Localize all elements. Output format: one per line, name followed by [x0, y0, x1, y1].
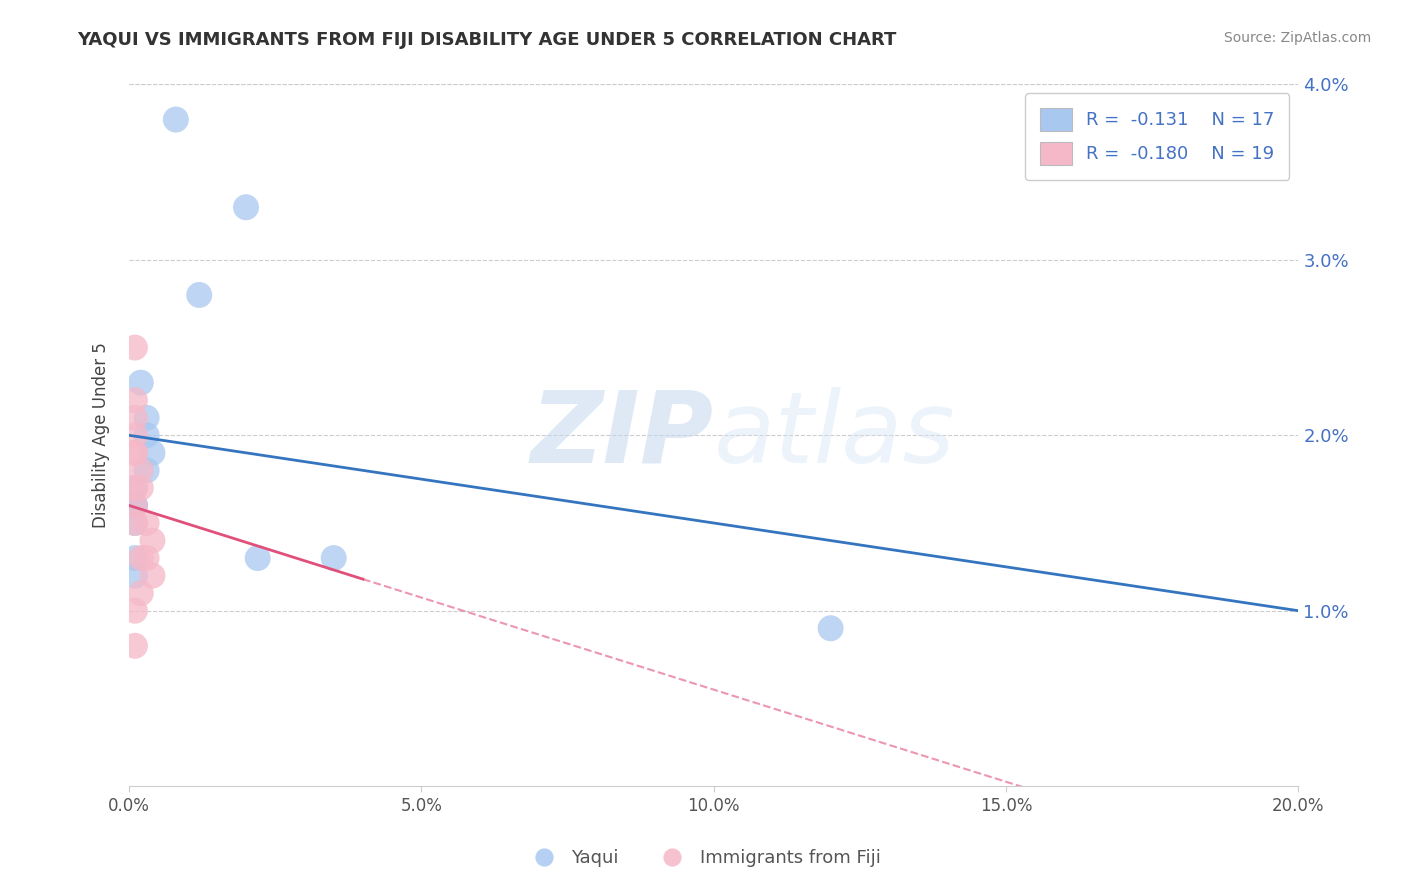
Point	[322, 551, 344, 566]
Point	[141, 568, 163, 582]
Point	[235, 200, 257, 214]
Point	[124, 604, 146, 618]
Point	[129, 586, 152, 600]
Text: YAQUI VS IMMIGRANTS FROM FIJI DISABILITY AGE UNDER 5 CORRELATION CHART: YAQUI VS IMMIGRANTS FROM FIJI DISABILITY…	[77, 31, 897, 49]
Point	[129, 481, 152, 495]
Legend: R =  -0.131    N = 17, R =  -0.180    N = 19: R = -0.131 N = 17, R = -0.180 N = 19	[1025, 94, 1289, 179]
Point	[124, 499, 146, 513]
Point	[135, 410, 157, 425]
Text: ZIP: ZIP	[530, 387, 714, 483]
Point	[124, 639, 146, 653]
Point	[124, 446, 146, 460]
Point	[124, 551, 146, 566]
Point	[129, 376, 152, 390]
Point	[124, 516, 146, 530]
Point	[124, 568, 146, 582]
Point	[124, 410, 146, 425]
Point	[124, 499, 146, 513]
Point	[129, 551, 152, 566]
Point	[124, 481, 146, 495]
Point	[124, 393, 146, 408]
Point	[129, 463, 152, 477]
Point	[246, 551, 269, 566]
Text: Source: ZipAtlas.com: Source: ZipAtlas.com	[1223, 31, 1371, 45]
Y-axis label: Disability Age Under 5: Disability Age Under 5	[93, 343, 110, 528]
Point	[135, 428, 157, 442]
Text: atlas: atlas	[714, 387, 955, 483]
Point	[124, 481, 146, 495]
Point	[820, 621, 842, 635]
Point	[135, 463, 157, 477]
Point	[165, 112, 187, 127]
Point	[135, 516, 157, 530]
Point	[124, 516, 146, 530]
Legend: Yaqui, Immigrants from Fiji: Yaqui, Immigrants from Fiji	[519, 842, 887, 874]
Point	[141, 446, 163, 460]
Point	[188, 288, 211, 302]
Point	[141, 533, 163, 548]
Point	[135, 551, 157, 566]
Point	[124, 499, 146, 513]
Point	[124, 341, 146, 355]
Point	[124, 428, 146, 442]
Point	[124, 446, 146, 460]
